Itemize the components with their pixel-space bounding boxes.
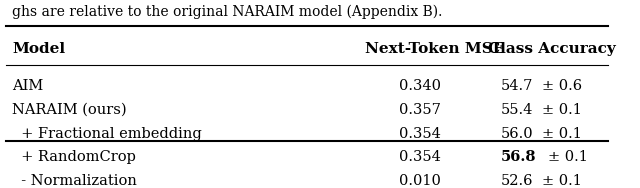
Text: ± 0.1: ± 0.1 (548, 150, 588, 164)
Text: 52.6: 52.6 (500, 174, 533, 188)
Text: + Fractional embedding: + Fractional embedding (12, 127, 202, 141)
Text: 0.010: 0.010 (399, 174, 441, 188)
Text: 0.354: 0.354 (399, 150, 441, 164)
Text: 54.7: 54.7 (500, 79, 532, 93)
Text: - Normalization: - Normalization (12, 174, 137, 188)
Text: ± 0.1: ± 0.1 (542, 103, 582, 117)
Text: AIM: AIM (12, 79, 44, 93)
Text: 0.340: 0.340 (399, 79, 441, 93)
Text: ghs are relative to the original NARAIM model (Appendix B).: ghs are relative to the original NARAIM … (12, 4, 443, 19)
Text: ± 0.6: ± 0.6 (542, 79, 582, 93)
Text: NARAIM (ours): NARAIM (ours) (12, 103, 127, 117)
Text: 0.354: 0.354 (399, 127, 441, 141)
Text: ± 0.1: ± 0.1 (542, 127, 582, 141)
Text: 55.4: 55.4 (500, 103, 532, 117)
Text: 0.357: 0.357 (399, 103, 441, 117)
Text: 56.8: 56.8 (500, 150, 536, 164)
Text: Class Accuracy: Class Accuracy (488, 42, 616, 56)
Text: + RandomCrop: + RandomCrop (12, 150, 136, 164)
Text: ± 0.1: ± 0.1 (542, 174, 582, 188)
Text: Next-Token MSE: Next-Token MSE (365, 42, 505, 56)
Text: Model: Model (12, 42, 65, 56)
Text: 56.0: 56.0 (500, 127, 533, 141)
